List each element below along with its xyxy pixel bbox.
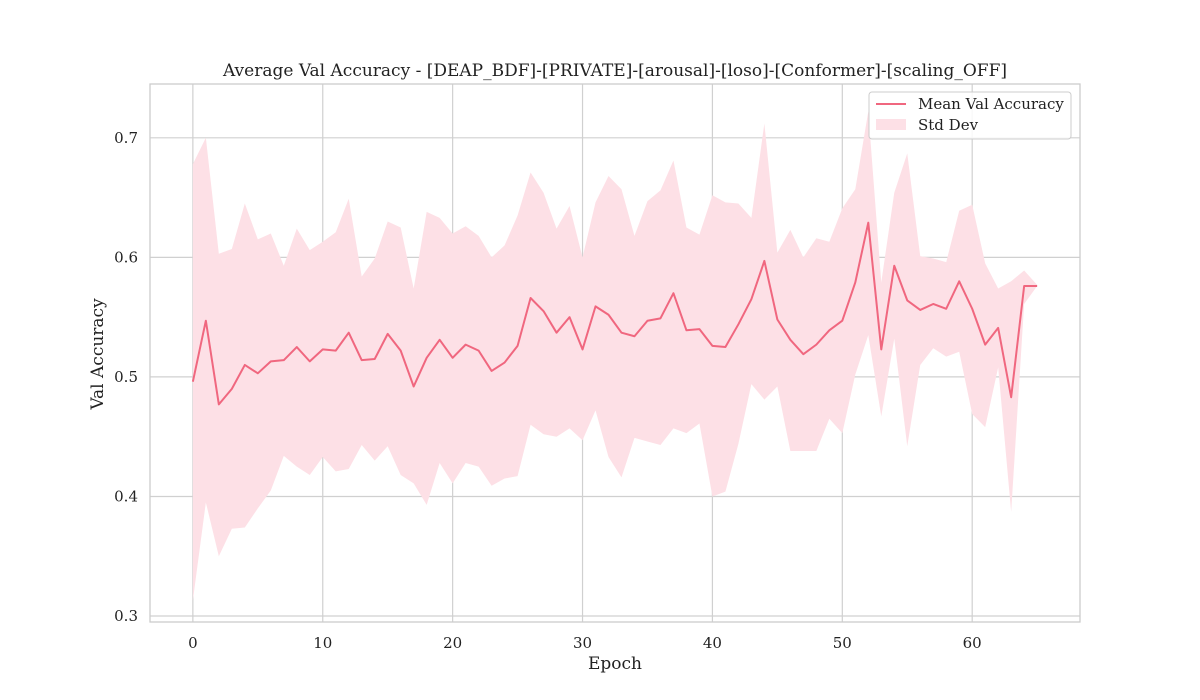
x-axis-label: Epoch — [588, 654, 642, 674]
legend-label-std: Std Dev — [918, 116, 979, 134]
legend-box — [868, 91, 1072, 140]
chart-title: Average Val Accuracy - [DEAP_BDF]-[PRIVA… — [222, 61, 1007, 81]
x-tick-label: 50 — [833, 634, 852, 652]
y-tick-label: 0.5 — [114, 368, 138, 386]
legend-band-swatch — [876, 119, 906, 130]
y-tick-label: 0.6 — [114, 248, 138, 266]
x-tick-label: 30 — [573, 634, 592, 652]
y-tick-label: 0.4 — [114, 487, 138, 505]
mean-line-layer — [191, 221, 1038, 406]
mean-val-accuracy-line — [191, 221, 1038, 406]
y-tick-labels: 0.3 0.4 0.5 0.6 0.7 — [114, 129, 138, 625]
x-tick-label: 10 — [313, 634, 332, 652]
x-tick-label: 60 — [963, 634, 982, 652]
legend-label-mean: Mean Val Accuracy — [918, 95, 1064, 113]
x-tick-label: 0 — [188, 634, 198, 652]
plot-frame — [149, 83, 1081, 623]
y-axis-label: Val Accuracy — [88, 298, 108, 411]
y-tick-label: 0.7 — [114, 129, 138, 147]
std-dev-band — [192, 111, 1038, 601]
x-tick-labels: 0 10 20 30 40 50 60 — [188, 634, 982, 652]
x-tick-label: 40 — [703, 634, 722, 652]
legend: Mean Val Accuracy Std Dev — [868, 91, 1072, 140]
y-tick-label: 0.3 — [114, 607, 138, 625]
x-tick-label: 20 — [443, 634, 462, 652]
std-dev-band-layer — [192, 111, 1038, 601]
